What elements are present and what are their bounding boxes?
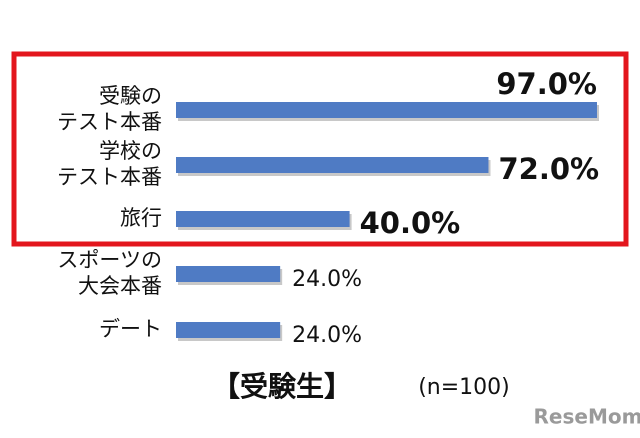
highlight-box — [11, 51, 629, 247]
bar — [176, 102, 597, 118]
bar — [176, 211, 350, 227]
value-label: 72.0% — [498, 152, 599, 186]
value-label: 24.0% — [292, 323, 362, 348]
value-label: 40.0% — [360, 206, 461, 240]
category-label: デート — [99, 317, 162, 341]
category-label: 受験の — [99, 84, 162, 108]
subtitle: 【受験生】 — [212, 370, 352, 403]
category-label: 大会本番 — [78, 274, 162, 298]
category-label: テスト本番 — [57, 165, 162, 189]
bar — [176, 322, 281, 338]
category-label: 旅行 — [120, 206, 162, 230]
note: (n=100) — [418, 375, 510, 400]
watermark: ReseMom — [534, 405, 640, 429]
category-label: 学校の — [99, 139, 162, 163]
value-label: 24.0% — [292, 267, 362, 292]
value-label: 97.0% — [496, 67, 597, 101]
bar — [176, 157, 489, 173]
bar — [176, 266, 281, 282]
category-label: テスト本番 — [57, 110, 162, 134]
category-label: スポーツの — [57, 248, 162, 272]
